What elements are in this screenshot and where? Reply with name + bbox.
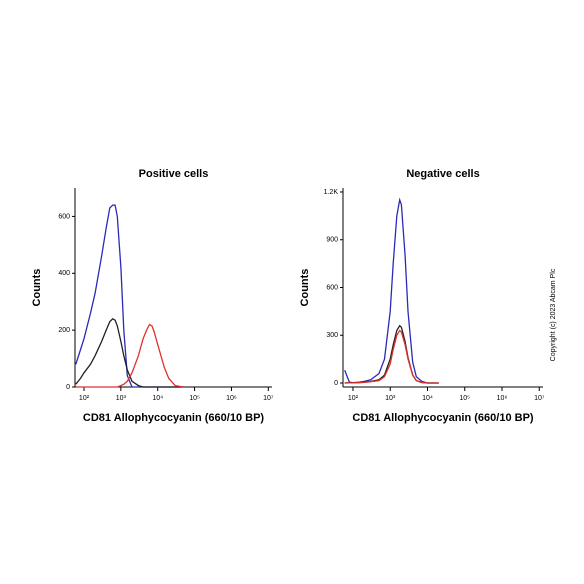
x-tick-label: 10³ <box>385 395 396 402</box>
x-tick-label: 10³ <box>116 395 127 402</box>
y-tick-label: 900 <box>326 237 338 244</box>
histogram-line <box>75 204 184 388</box>
y-tick-label: 0 <box>334 380 338 387</box>
x-tick-label: 10⁷ <box>263 395 274 402</box>
y-tick-label: 400 <box>58 270 70 277</box>
x-tick-label: 10⁶ <box>226 395 237 402</box>
histogram-line <box>75 317 184 388</box>
chart-title: Positive cells <box>139 168 209 180</box>
x-tick-label: 10⁴ <box>152 395 163 402</box>
y-tick-label: 600 <box>58 213 70 220</box>
x-tick-label: 10⁶ <box>497 395 508 402</box>
x-tick-label: 10⁴ <box>422 395 433 402</box>
x-tick-label: 10⁷ <box>534 395 545 402</box>
x-tick-label: 10² <box>79 395 90 402</box>
y-tick-label: 200 <box>58 327 70 334</box>
copyright: Copyright (c) 2023 Abcam Plc <box>550 268 557 361</box>
histogram-line <box>344 329 439 384</box>
y-axis-label: Counts <box>299 269 311 307</box>
chart-title: Negative cells <box>406 168 479 180</box>
x-axis-label: CD81 Allophycocyanin (660/10 BP) <box>83 412 264 424</box>
y-tick-label: 1.2K <box>324 189 339 196</box>
x-axis-label: CD81 Allophycocyanin (660/10 BP) <box>352 412 533 424</box>
x-tick-label: 10⁵ <box>459 395 470 402</box>
x-tick-label: 10² <box>348 395 359 402</box>
histogram-line <box>75 323 184 388</box>
y-axis-label: Counts <box>31 269 43 307</box>
x-tick-label: 10⁵ <box>189 395 200 402</box>
y-tick-label: 600 <box>326 284 338 291</box>
y-tick-label: 0 <box>66 384 70 391</box>
y-tick-label: 300 <box>326 332 338 339</box>
